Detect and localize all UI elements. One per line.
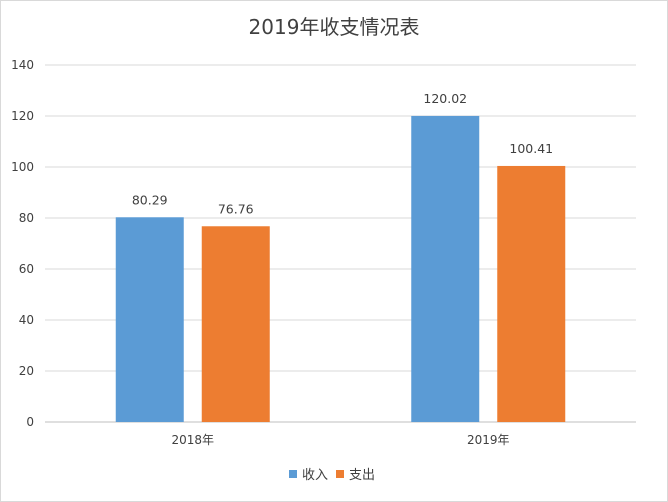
y-tick-label: 20 [19,364,34,378]
legend: 收入 支出 [289,468,375,483]
legend-swatch-income [289,470,297,478]
data-label: 120.02 [423,91,467,106]
x-tick-label: 2019年 [467,433,510,447]
data-labels: 80.29 76.76 120.02 100.41 [132,91,553,216]
y-tick-label: 120 [11,109,34,123]
y-tick-label: 80 [19,211,34,225]
bar-income-0 [115,217,184,422]
bars [115,115,566,422]
y-tick-label: 40 [19,313,34,327]
y-axis: 0 20 40 60 80 100 120 140 [11,58,34,429]
data-label: 100.41 [509,141,553,156]
data-label: 76.76 [218,201,254,216]
legend-label-expense: 支出 [349,468,375,483]
y-tick-label: 100 [11,160,34,174]
x-tick-label: 2018年 [171,433,214,447]
bar-expense-0 [201,226,270,422]
y-tick-label: 60 [19,262,34,276]
bar-income-1 [411,115,480,422]
bar-expense-1 [497,165,566,422]
y-tick-label: 140 [11,58,34,72]
legend-swatch-expense [336,470,344,478]
data-label: 80.29 [132,192,168,207]
legend-label-income: 收入 [302,468,328,483]
y-tick-label: 0 [26,415,34,429]
chart-title: 2019年收支情况表 [249,15,420,39]
x-axis: 2018年 2019年 [171,433,509,447]
